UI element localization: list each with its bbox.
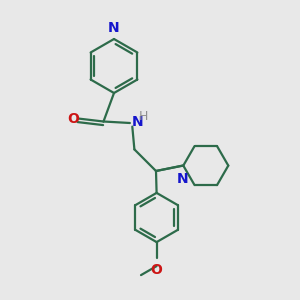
Text: H: H bbox=[139, 110, 148, 123]
Text: N: N bbox=[108, 21, 120, 35]
Text: N: N bbox=[131, 115, 143, 129]
Text: N: N bbox=[177, 172, 188, 186]
Text: O: O bbox=[68, 112, 80, 125]
Text: O: O bbox=[151, 263, 163, 277]
